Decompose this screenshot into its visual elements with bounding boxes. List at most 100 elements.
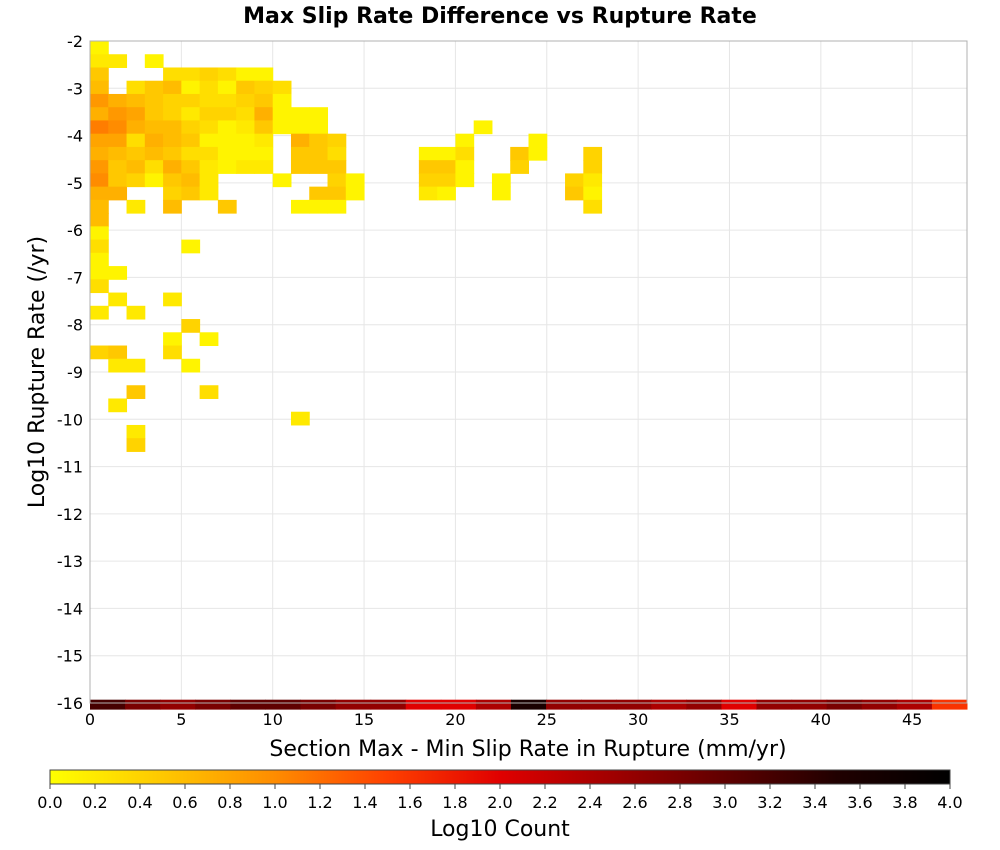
heatmap-cell-bottom <box>370 699 407 710</box>
heatmap-cell <box>254 80 274 95</box>
heatmap-cell-bottom <box>475 699 512 710</box>
colorbar-label: Log10 Count <box>430 817 570 842</box>
heatmap-cell <box>90 67 109 82</box>
heatmap-cell <box>199 67 219 82</box>
colorbar-ticks: 0.0 0.2 0.4 0.6 0.8 1.0 1.2 1.4 1.6 1.8 2.0 2.2 2.4 2… <box>37 784 963 812</box>
heatmap-cell <box>199 133 219 148</box>
y-tick-label: -2 <box>67 32 83 51</box>
heatmap-cell <box>181 146 201 161</box>
heatmap-cell <box>126 133 146 148</box>
colorbar-tick-label: 3.0 <box>712 793 737 812</box>
heatmap-cell-bottom <box>861 699 898 710</box>
heatmap-cell <box>90 133 109 148</box>
y-tick-label: -10 <box>57 410 83 429</box>
heatmap-cell <box>108 266 128 280</box>
heatmap-cell <box>144 160 164 174</box>
heatmap-cell <box>345 186 365 201</box>
heatmap-cell <box>437 160 456 174</box>
heatmap-cell <box>473 120 493 135</box>
heatmap-cell <box>90 239 109 254</box>
heatmap-cell <box>108 93 128 108</box>
heatmap-cell <box>236 107 255 121</box>
heatmap-cell <box>309 186 329 201</box>
y-axis-ticks: -2 -3 -4 -5 -6 -7 -8 -9 -10 -11 -12 -13 -14 -15 -16 <box>57 32 83 713</box>
heatmap-cell <box>108 120 128 135</box>
heatmap-cell <box>290 120 310 135</box>
colorbar-tick-label: 0.8 <box>217 793 242 812</box>
heatmap-cells <box>90 41 968 710</box>
heatmap-cell <box>163 146 182 161</box>
heatmap-cell <box>163 160 182 174</box>
heatmap-cell <box>199 146 219 161</box>
heatmap-cell <box>144 54 164 68</box>
heatmap-cell <box>126 424 146 439</box>
heatmap-cell <box>126 385 146 399</box>
heatmap-cell <box>510 146 529 161</box>
colorbar-tick-label: 4.0 <box>937 793 962 812</box>
heatmap-cell <box>126 80 146 95</box>
colorbar-tick-label: 0.0 <box>37 793 62 812</box>
x-tick-label: 0 <box>85 710 95 729</box>
heatmap-cell <box>181 173 201 188</box>
heatmap-cell <box>199 173 219 188</box>
heatmap-cell <box>455 173 475 188</box>
heatmap-cell <box>583 146 603 161</box>
y-axis-label: Log10 Rupture Rate (/yr) <box>25 236 50 508</box>
heatmap-cell <box>272 173 292 188</box>
heatmap-cell <box>181 239 201 254</box>
heatmap-cell <box>163 173 182 188</box>
heatmap-cell <box>126 438 146 452</box>
heatmap-cell <box>565 173 584 188</box>
heatmap-cell <box>217 67 237 82</box>
heatmap-cell-bottom <box>546 699 582 710</box>
heatmap-cell <box>217 160 237 174</box>
heatmap-cell <box>455 146 475 161</box>
heatmap-cell <box>290 146 310 161</box>
colorbar-tick-label: 1.4 <box>352 793 377 812</box>
colorbar-tick-label: 2.0 <box>487 793 512 812</box>
heatmap-cell <box>254 67 274 82</box>
heatmap-cell <box>199 80 219 95</box>
heatmap-cell <box>90 279 109 294</box>
heatmap-cell <box>217 107 237 121</box>
colorbar-tick-label: 3.4 <box>802 793 827 812</box>
heatmap-cell <box>181 93 201 108</box>
heatmap-cell <box>163 199 182 214</box>
heatmap-cell <box>163 186 182 201</box>
y-tick-label: -3 <box>67 79 83 98</box>
heatmap-cell <box>90 54 109 68</box>
x-tick-label: 40 <box>811 710 831 729</box>
colorbar-tick-label: 0.2 <box>82 793 107 812</box>
heatmap-cell-bottom <box>616 699 652 710</box>
heatmap-cell <box>272 107 292 121</box>
x-tick-label: 45 <box>902 710 922 729</box>
heatmap-cell-bottom <box>581 699 617 710</box>
heatmap-cell <box>217 146 237 161</box>
heatmap-cell <box>163 93 182 108</box>
heatmap-cell <box>437 173 456 188</box>
heatmap-cell <box>90 345 109 360</box>
heatmap-cell <box>199 120 219 135</box>
colorbar-tick-label: 1.0 <box>262 793 287 812</box>
colorbar-tick-label: 2.6 <box>622 793 647 812</box>
heatmap-cell <box>583 160 603 174</box>
heatmap-cell <box>108 146 128 161</box>
colorbar-tick-label: 3.6 <box>847 793 872 812</box>
y-tick-label: -6 <box>67 221 83 240</box>
colorbar-tick-label: 2.8 <box>667 793 692 812</box>
heatmap-cell <box>108 292 128 307</box>
heatmap-cell <box>272 80 292 95</box>
heatmap-cell <box>583 173 603 188</box>
heatmap-cell <box>309 199 329 214</box>
heatmap-cell <box>90 160 109 174</box>
heatmap-cell-bottom <box>90 699 126 710</box>
heatmap-cell-bottom <box>405 699 442 710</box>
heatmap-cell <box>108 398 128 413</box>
heatmap-cell <box>90 213 109 227</box>
heatmap-cell <box>181 358 201 373</box>
x-tick-label: 20 <box>445 710 465 729</box>
heatmap-cell <box>163 332 182 347</box>
y-tick-label: -14 <box>57 599 83 618</box>
colorbar-tick-label: 2.2 <box>532 793 557 812</box>
